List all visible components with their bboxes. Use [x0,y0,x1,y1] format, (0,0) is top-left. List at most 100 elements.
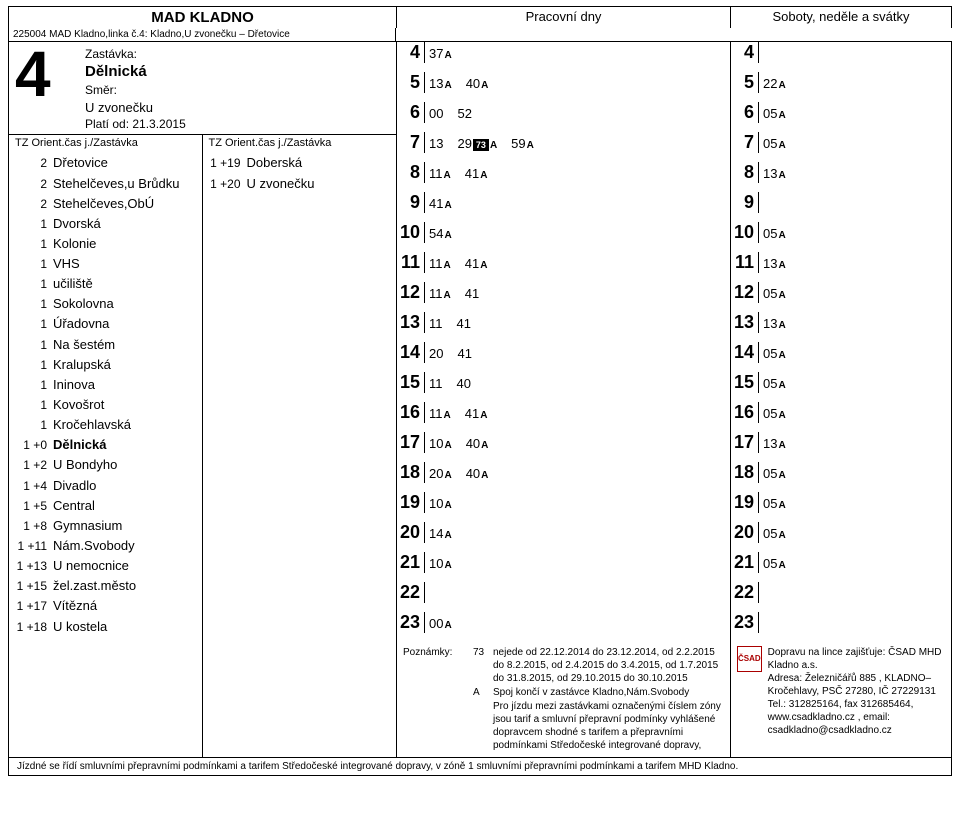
minute: 11A [429,166,451,181]
minute: 11 [429,316,443,331]
tt-row: 1113A [731,252,951,282]
stop-row: 2Dřetovice [13,153,198,173]
stop-name-cell: učiliště [53,274,198,294]
stop-row: 1 +13U nemocnice [13,556,198,576]
minutes-cell: 05A [759,226,951,241]
minutes-cell: 13A 40A [425,76,730,91]
minute: 41A [465,166,488,181]
tt-row: 1805A [731,462,951,492]
stop-row: 1 +15žel.zast.město [13,576,198,596]
tt-row: 705A [731,132,951,162]
minutes-cell: 1141 [425,316,730,331]
tt-row: 813A [731,162,951,192]
tt-row: 1205A [731,282,951,312]
minutes-cell: 05A [759,106,951,121]
stop-row: 1Kročehlavská [13,415,198,435]
stop-time: 2 [13,154,47,173]
hour-cell: 8 [731,162,759,183]
tt-row: 7132973A59A [397,132,730,162]
tt-row: 1905A [731,492,951,522]
hour-cell: 22 [731,582,759,603]
hour-cell: 10 [731,222,759,243]
minute: 05A [763,286,786,301]
minutes-cell: 0052 [425,106,730,121]
tt-row: 1713A [731,432,951,462]
stop-info: Zastávka: Dělnická Směr: U zvonečku Plat… [85,46,390,132]
stop-name-cell: U zvonečku [247,174,393,194]
stop-time: 1 [13,215,47,234]
tt-row: 1611A41A [397,402,730,432]
stop-name-cell: Kročehlavská [53,415,198,435]
weekend-timetable: 4522A605A705A813A91005A1113A1205A1313A14… [731,42,951,642]
title: MAD KLADNO [9,7,397,28]
minute: 2973A [457,136,497,151]
stop-time: 1 [13,235,47,254]
minutes-cell: 11A41 [425,286,730,301]
minutes-cell: 13A [759,166,951,181]
notes-label: Poznámky: [403,646,473,685]
stop-row: 1 Kolonie [13,234,198,254]
stop-row: 1 +5Central [13,496,198,516]
minute: 13A [763,436,786,451]
minutes-cell: 22A [759,76,951,91]
minute: 20A [429,466,452,481]
operator: ČSAD Dopravu na lince zajišťuje: ČSAD MH… [731,642,951,741]
minutes-cell: 10A [425,556,730,571]
stop-name-cell: Central [53,496,198,516]
stop-row: 1 +19Doberská [207,153,393,173]
minute: 00 [429,106,443,121]
minute: 11A [429,286,451,301]
footer: Jízdné se řídí smluvními přepravními pod… [8,758,952,776]
stop-time: 1 [13,336,47,355]
hour-cell: 12 [397,282,425,303]
stop-time: 1 +19 [207,154,241,173]
minute: 05A [763,556,786,571]
minute: 40A [466,76,489,91]
op-l1: Dopravu na lince zajišťuje: ČSAD MHD Kla… [768,646,945,672]
minutes-cell: 11A 41A [425,166,730,181]
main: 4 Zastávka: Dělnická Směr: U zvonečku Pl… [8,41,952,758]
stop-time: 1 +0 [13,436,47,455]
stop-name-cell: Kolonie [53,234,198,254]
hour-cell: 13 [397,312,425,333]
minute: 20 [429,346,443,361]
tt-row: 2105A [731,552,951,582]
tt-row: 811A41A [397,162,730,192]
tt-row: 22 [397,582,730,612]
minute: 11 [429,376,443,391]
minute: 22A [763,76,786,91]
stop-row: 1učiliště [13,274,198,294]
stop-name-cell: Stehelčeves,u Brůdku [53,174,198,194]
stop-time: 2 [13,195,47,214]
stop-block: 4 Zastávka: Dělnická Směr: U zvonečku Pl… [9,42,396,134]
tt-row: 1405A [731,342,951,372]
minutes-cell: 132973A59A [425,136,730,151]
weekday-timetable: 437A513A40A600527132973A59A811A41A941A10… [397,42,730,642]
op-l3: Tel.: 312825164, fax 312685464, www.csad… [768,698,945,737]
minute: 13A [429,76,452,91]
stop-name-cell: VHS [53,254,198,274]
minutes-cell: 05A [759,496,951,511]
stop-time: 1 +8 [13,517,47,536]
hour-cell: 6 [397,102,425,123]
minute: 05A [763,376,786,391]
stop-row: 1Kovošrot [13,395,198,415]
minutes-cell: 11A41A [425,256,730,271]
notes: Poznámky:73nejede od 22.12.2014 do 23.12… [397,642,730,757]
stop-row: 1 +2U Bondyho [13,455,198,475]
tz-header: TZ Orient.čas j./Zastávka TZ Orient.čas … [9,134,396,151]
note-text: nejede od 22.12.2014 do 23.12.2014, od 2… [493,646,724,685]
note-key [473,700,493,752]
hour-cell: 5 [731,72,759,93]
hour-cell: 14 [397,342,425,363]
hour-cell: 21 [397,552,425,573]
route-id: 225004 MAD Kladno,linka č.4: Kladno,U zv… [8,28,396,41]
stop-row: 1 +17Vítězná [13,596,198,616]
stop-time: 1 [13,356,47,375]
tt-row: 513A40A [397,72,730,102]
stop-row: 1 +20U zvonečku [207,174,393,194]
hour-cell: 16 [397,402,425,423]
hour-cell: 11 [397,252,425,273]
tt-row: 437A [397,42,730,72]
hour-cell: 17 [397,432,425,453]
